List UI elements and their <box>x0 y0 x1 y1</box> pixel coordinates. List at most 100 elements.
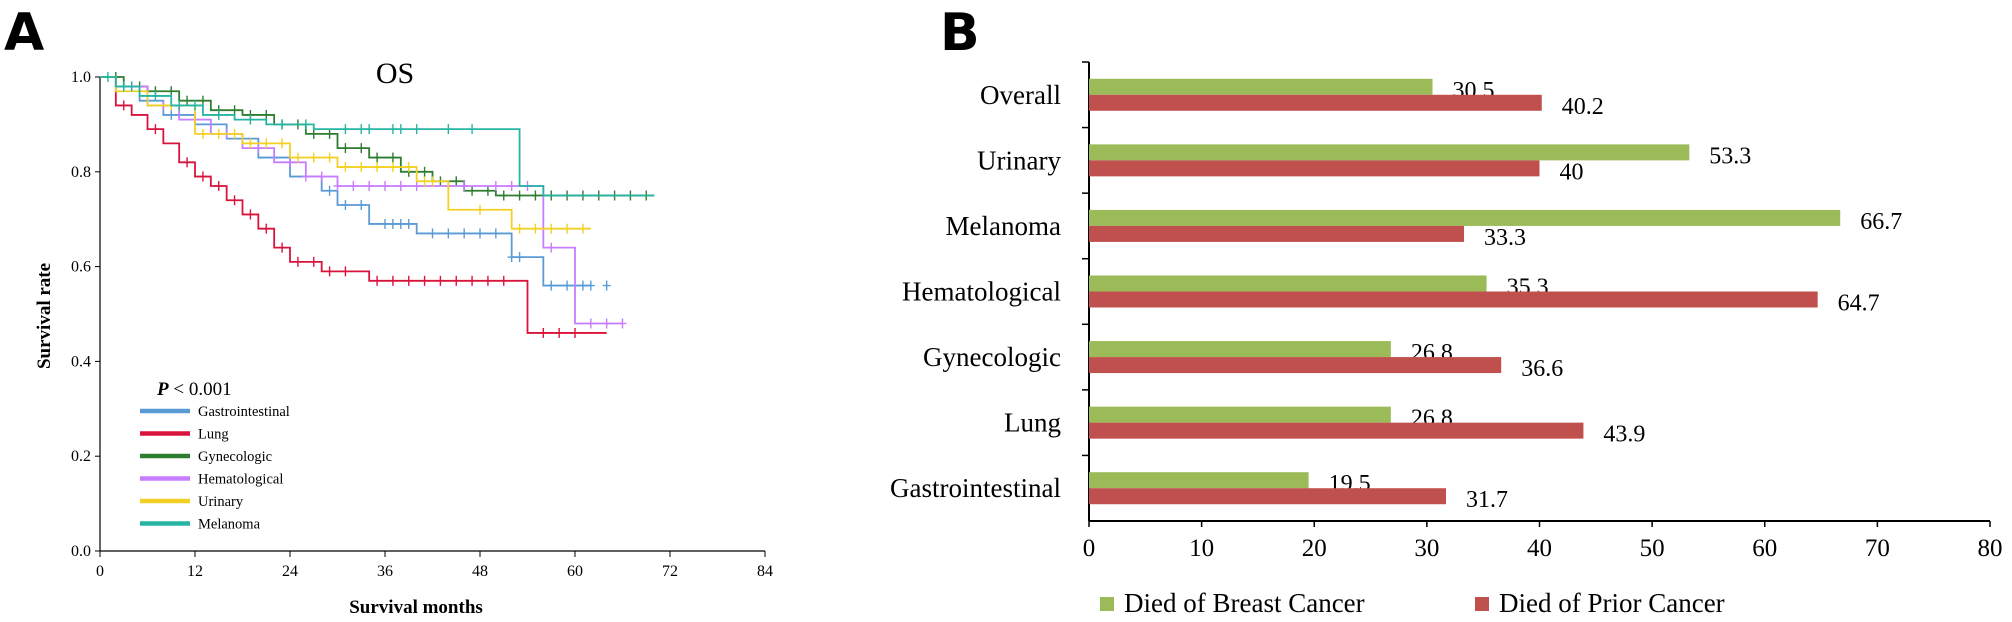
km-censor-mark <box>452 176 461 187</box>
bar-prior <box>1089 291 1818 308</box>
bar-group-urinary: 53.3 40 <box>1089 143 1751 185</box>
panel-letter-a: A <box>4 3 44 63</box>
bar-bars: 30.540.2 53.3 40 66.7 33.3 35.364.7 26.836.6 26… <box>1089 78 1902 513</box>
km-censor-mark <box>341 266 350 277</box>
bar-legend: Died of Breast Cancer Died of Prior Cance… <box>1100 588 1725 618</box>
bar-legend-item-prior: Died of Prior Cancer <box>1475 588 1725 618</box>
km-censor-mark <box>246 138 255 149</box>
km-censor-mark <box>507 181 516 192</box>
km-censor-mark <box>404 162 413 173</box>
km-censor-mark <box>388 124 397 135</box>
bar-value-label: 66.7 <box>1860 209 1902 235</box>
km-censor-mark <box>388 275 397 286</box>
km-legend-label: Urinary <box>198 494 244 510</box>
km-censor-mark <box>547 223 556 234</box>
km-censor-mark <box>373 152 382 163</box>
km-censor-mark <box>531 223 540 234</box>
km-censor-mark <box>578 223 587 234</box>
km-x-tick-label: 60 <box>567 563 583 580</box>
km-censor-mark <box>278 242 287 253</box>
bar-x-tick-label: 20 <box>1302 535 1327 562</box>
bar-value-label: 53.3 <box>1709 143 1751 169</box>
km-x-axis-label: Survival months <box>349 597 483 618</box>
km-censor-mark <box>396 124 405 135</box>
km-censor-mark <box>547 242 556 253</box>
km-censor-mark <box>230 195 239 206</box>
km-censor-mark <box>499 275 508 286</box>
km-censor-mark <box>278 119 287 130</box>
km-censor-mark <box>515 190 524 201</box>
km-curve-gastrointestinal <box>100 76 591 287</box>
km-censor-mark <box>507 252 516 263</box>
km-censor-mark <box>373 162 382 173</box>
km-censor-mark <box>341 162 350 173</box>
km-censor-mark <box>602 318 611 329</box>
bar-x-tick-label: 30 <box>1414 535 1439 562</box>
km-censor-mark <box>357 162 366 173</box>
km-legend-item-melanoma: Melanoma <box>140 517 261 533</box>
km-censor-mark <box>396 218 405 229</box>
bar-group-lung: 26.843.9 <box>1089 406 1645 448</box>
km-censor-mark <box>127 81 136 92</box>
km-censor-mark <box>286 157 294 168</box>
km-y-tick-label: 1.0 <box>71 69 91 86</box>
km-censor-mark <box>214 181 223 192</box>
km-censor-mark <box>183 95 192 106</box>
km-series-gynecologic <box>100 72 655 201</box>
p-text: < 0.001 <box>169 379 232 400</box>
bar-prior <box>1089 94 1542 111</box>
bar-breast <box>1089 275 1487 292</box>
bar-category-label: Gastrointestinal <box>890 473 1061 503</box>
km-censor-mark <box>293 152 302 163</box>
bar-category-label: Gynecologic <box>923 342 1061 372</box>
km-censor-mark <box>491 181 500 192</box>
km-censor-mark <box>483 275 492 286</box>
km-censor-mark <box>333 181 342 192</box>
km-censor-mark <box>278 138 287 149</box>
bar-x-tick-label: 10 <box>1189 535 1214 562</box>
km-censor-mark <box>317 171 326 182</box>
km-censor-mark <box>230 128 239 139</box>
km-x-tick-label: 72 <box>662 563 678 580</box>
bar-legend-label: Died of Prior Cancer <box>1499 588 1725 618</box>
km-censor-mark <box>436 275 445 286</box>
bar-value-label: 40.2 <box>1562 94 1604 120</box>
km-legend: Gastrointestinal Lung Gynecologic Hematolog… <box>140 404 290 533</box>
bar-value-label: 43.9 <box>1603 422 1645 448</box>
bar-breast <box>1089 209 1841 226</box>
km-legend-label: Gastrointestinal <box>198 404 290 420</box>
km-censor-mark <box>468 275 477 286</box>
bar-category-label: Urinary <box>977 145 1061 175</box>
km-censor-mark <box>293 256 302 267</box>
bar-prior <box>1089 422 1584 439</box>
bar-x-tick-label: 60 <box>1752 535 1777 562</box>
km-legend-item-hematological: Hematological <box>140 472 283 488</box>
km-series-urinary <box>100 76 591 234</box>
km-censor-mark <box>119 100 128 111</box>
panel-letter-b: B <box>940 3 980 63</box>
km-legend-item-gastrointestinal: Gastrointestinal <box>140 404 290 420</box>
bar-prior <box>1089 160 1540 177</box>
km-y-axis-label: Survival rate <box>34 263 55 369</box>
km-censor-mark <box>309 256 318 267</box>
bar-value-label: 40 <box>1560 159 1584 185</box>
km-censor-mark <box>309 152 318 163</box>
bar-x-tick-label: 50 <box>1640 535 1665 562</box>
km-censor-mark <box>325 185 334 196</box>
km-censor-mark <box>214 109 223 120</box>
km-censor-mark <box>325 152 334 163</box>
bar-breast <box>1089 144 1690 161</box>
bar-group-melanoma: 66.7 33.3 <box>1089 209 1902 251</box>
km-censor-mark <box>412 181 421 192</box>
bar-value-label: 36.6 <box>1521 356 1563 382</box>
bar-breast <box>1089 341 1391 358</box>
bar-prior <box>1089 488 1447 505</box>
km-y-tick-label: 0.4 <box>71 353 91 370</box>
km-censor-mark <box>618 318 627 329</box>
bar-breast <box>1089 406 1391 423</box>
km-x-tick-label: 84 <box>757 563 773 580</box>
km-chart-title: OS <box>376 57 414 90</box>
km-censor-mark <box>468 185 477 196</box>
panel-b: B 0 10 20 30 40 50 60 70 80 Overall Urinary Melanom… <box>890 3 2002 618</box>
km-censor-mark <box>262 138 271 149</box>
